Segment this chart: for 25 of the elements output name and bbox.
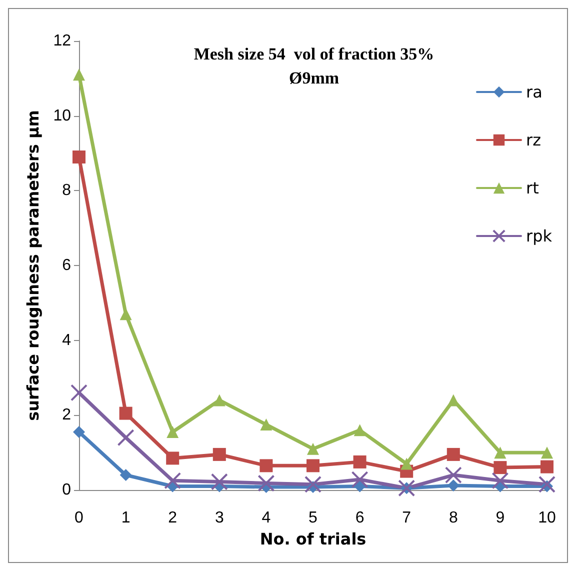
y-tick-label: 2: [62, 406, 72, 424]
y-axis-title: surface roughness parameters µm: [24, 110, 42, 421]
x-tick-label: 1: [121, 510, 130, 526]
y-tick-label: 10: [53, 107, 72, 124]
text: Mesh size 54 vol of fraction 35% Ø9mm: [194, 44, 434, 88]
x-tick-label: 0: [74, 510, 84, 526]
x-axis-title: No. of trials: [260, 529, 366, 548]
y-tick-label: 4: [62, 332, 72, 349]
x-tick-label: 10: [538, 510, 556, 526]
legend-label: ra: [526, 82, 542, 102]
x-tick-label: 4: [262, 510, 271, 526]
legend-label: rpk: [526, 226, 553, 246]
legend-label: rz: [526, 130, 541, 150]
x-tick-label: 8: [448, 510, 458, 526]
y-tick-label: 8: [62, 182, 72, 200]
x-tick-label: 9: [496, 510, 505, 526]
y-tick-label: 0: [62, 482, 72, 498]
y-tick-label: 6: [62, 257, 72, 274]
y-tick-label: 12: [53, 32, 72, 50]
x-tick-label: 7: [402, 510, 412, 526]
x-tick-label: 2: [168, 510, 178, 526]
x-tick-label: 5: [308, 510, 318, 526]
x-tick-label: 3: [214, 510, 224, 526]
x-tick-label: 6: [355, 510, 364, 526]
legend-label: rt: [526, 178, 539, 198]
